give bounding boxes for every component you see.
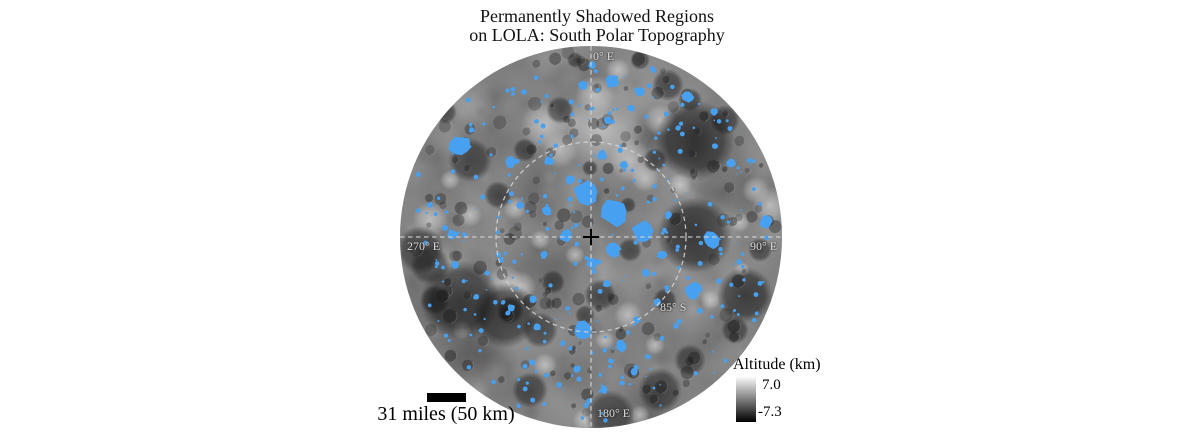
meridian-label-0e: 0° E [593, 49, 615, 63]
title-line-1: Permanently Shadowed Regions [480, 6, 714, 26]
colorbar-gradient [736, 376, 756, 422]
meridian-label-180e: 180° E [597, 406, 631, 420]
scale-bar [427, 393, 466, 402]
colorbar-tick-max: 7.0 [762, 377, 781, 393]
colorbar-title: Altitude (km) [733, 356, 821, 373]
title-line-2: on LOLA: South Polar Topography [469, 25, 725, 45]
latitude-label-85s: 85° S [660, 300, 687, 314]
meridian-label-270e: 270° E [407, 239, 441, 253]
meridian-label-90e: 90° E [750, 239, 778, 253]
page-title: Permanently Shadowed Regions on LOLA: So… [297, 7, 897, 45]
colorbar-tick-min: -7.3 [758, 404, 782, 420]
scale-bar-label: 31 miles (50 km) [377, 403, 515, 425]
lunar-topography-map [400, 46, 782, 428]
